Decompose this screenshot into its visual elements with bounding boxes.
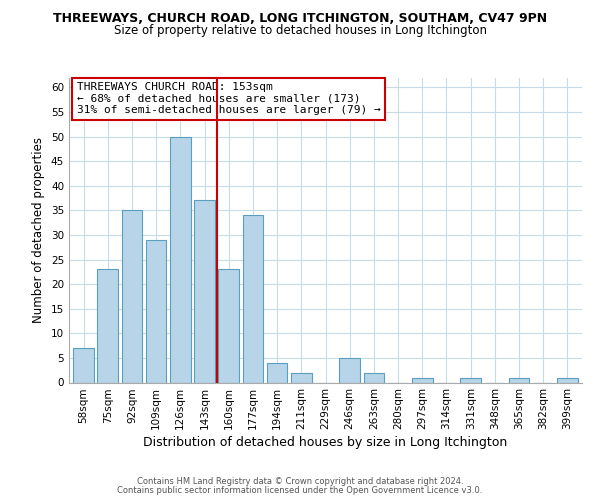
Text: Size of property relative to detached houses in Long Itchington: Size of property relative to detached ho…	[113, 24, 487, 37]
Bar	[194, 200, 215, 382]
Bar	[170, 136, 191, 382]
Bar	[557, 378, 578, 382]
Bar	[509, 378, 529, 382]
Bar	[364, 372, 384, 382]
Bar	[460, 378, 481, 382]
Text: THREEWAYS CHURCH ROAD: 153sqm
← 68% of detached houses are smaller (173)
31% of : THREEWAYS CHURCH ROAD: 153sqm ← 68% of d…	[77, 82, 380, 116]
Bar	[146, 240, 166, 382]
Text: Contains public sector information licensed under the Open Government Licence v3: Contains public sector information licen…	[118, 486, 482, 495]
Bar	[97, 270, 118, 382]
Bar	[242, 215, 263, 382]
Text: Contains HM Land Registry data © Crown copyright and database right 2024.: Contains HM Land Registry data © Crown c…	[137, 477, 463, 486]
Bar	[73, 348, 94, 382]
Bar	[122, 210, 142, 382]
Bar	[291, 372, 311, 382]
Bar	[267, 363, 287, 382]
Text: THREEWAYS, CHURCH ROAD, LONG ITCHINGTON, SOUTHAM, CV47 9PN: THREEWAYS, CHURCH ROAD, LONG ITCHINGTON,…	[53, 12, 547, 26]
Bar	[340, 358, 360, 382]
X-axis label: Distribution of detached houses by size in Long Itchington: Distribution of detached houses by size …	[143, 436, 508, 450]
Bar	[412, 378, 433, 382]
Y-axis label: Number of detached properties: Number of detached properties	[32, 137, 46, 323]
Bar	[218, 270, 239, 382]
